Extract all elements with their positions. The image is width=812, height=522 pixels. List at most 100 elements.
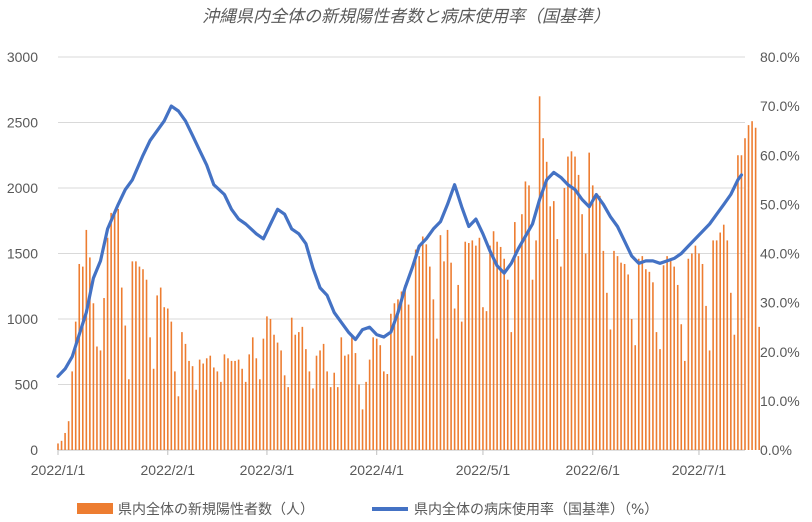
- bar: [142, 269, 144, 450]
- bar: [574, 156, 576, 450]
- bar: [620, 262, 622, 450]
- bar: [637, 258, 640, 450]
- bar: [411, 355, 413, 450]
- bar: [230, 360, 233, 450]
- bar: [344, 355, 346, 450]
- bar: [418, 256, 421, 450]
- bar: [581, 214, 583, 450]
- bar: [517, 256, 520, 450]
- bar: [549, 206, 552, 450]
- bar: [315, 355, 318, 450]
- bar: [662, 265, 665, 450]
- bar: [506, 279, 509, 450]
- bar: [471, 240, 474, 450]
- bar: [336, 387, 339, 450]
- bar: [485, 311, 488, 450]
- bar: [567, 156, 569, 450]
- bar: [216, 371, 219, 450]
- bar: [78, 263, 81, 450]
- bar: [149, 337, 151, 450]
- x-axis: 2022/1/1 2022/2/1 2022/3/1 2022/4/1 2022/5/1…: [31, 450, 726, 478]
- bar: [407, 304, 410, 450]
- bar: [92, 303, 95, 450]
- bar: [372, 337, 374, 450]
- bar: [599, 195, 601, 450]
- bar: [496, 241, 498, 450]
- bar: [425, 244, 428, 450]
- bar: [248, 354, 251, 450]
- bar: [99, 350, 102, 450]
- legend-line-label: 県内全体の病床使用率（国基準）（%）: [414, 501, 658, 518]
- bar: [269, 319, 272, 450]
- bar: [393, 303, 396, 450]
- bar: [609, 329, 612, 450]
- bar: [397, 299, 399, 450]
- bar: [266, 316, 268, 450]
- y-axis-left: 0 500 1000 1500 2000 2500 3000: [7, 49, 38, 458]
- bar: [329, 387, 332, 450]
- bar: [276, 342, 279, 450]
- bar: [241, 368, 243, 450]
- bar: [538, 96, 541, 451]
- bar: [202, 363, 204, 450]
- bar: [227, 358, 229, 450]
- bar: [191, 366, 194, 450]
- bar: [464, 241, 467, 450]
- x-tick-label: 2022/4/1: [349, 462, 404, 478]
- bar: [641, 256, 644, 450]
- bar: [584, 253, 587, 450]
- bar: [698, 253, 700, 450]
- bar: [308, 371, 311, 450]
- bar: [708, 350, 711, 450]
- bar: [117, 208, 120, 450]
- x-tick-label: 2022/5/1: [456, 462, 511, 478]
- bar: [705, 305, 707, 450]
- bar: [166, 308, 169, 450]
- bar: [220, 381, 222, 450]
- bar: [673, 266, 675, 450]
- bar: [386, 374, 389, 450]
- bar: [542, 138, 544, 450]
- bar: [630, 319, 633, 450]
- bar: [730, 292, 732, 450]
- bar: [588, 152, 590, 450]
- bar: [436, 338, 438, 450]
- bar: [432, 299, 435, 450]
- bar: [450, 262, 452, 450]
- bar: [234, 360, 236, 450]
- y-right-tick-label: 80.0%: [760, 49, 800, 65]
- bar: [439, 235, 442, 450]
- x-tick-label: 2022/3/1: [240, 462, 295, 478]
- bar-series: [57, 96, 760, 451]
- bar: [634, 345, 637, 450]
- x-tick-label: 2022/6/1: [565, 462, 620, 478]
- bar: [453, 308, 456, 450]
- bar: [262, 338, 265, 450]
- bar: [602, 250, 605, 450]
- bar: [616, 256, 619, 450]
- bar: [556, 239, 559, 450]
- bar: [322, 343, 325, 450]
- bar: [128, 379, 130, 450]
- line-path: [56, 104, 744, 378]
- y-right-tick-label: 10.0%: [760, 393, 800, 409]
- bar: [524, 181, 527, 450]
- bar: [499, 246, 502, 450]
- bar: [577, 174, 580, 450]
- bar: [113, 214, 116, 450]
- bar: [751, 121, 753, 450]
- x-tick-label: 2022/2/1: [141, 462, 196, 478]
- bar: [351, 334, 353, 450]
- bar: [81, 266, 84, 450]
- bar: [613, 250, 615, 450]
- y-left-tick-label: 2000: [7, 180, 38, 196]
- bar: [740, 155, 743, 450]
- bar: [298, 332, 300, 450]
- bar: [74, 321, 77, 450]
- bar: [326, 371, 328, 450]
- y-left-tick-label: 2500: [7, 115, 38, 131]
- bar: [404, 284, 406, 450]
- bar: [67, 421, 70, 450]
- bar: [560, 266, 562, 450]
